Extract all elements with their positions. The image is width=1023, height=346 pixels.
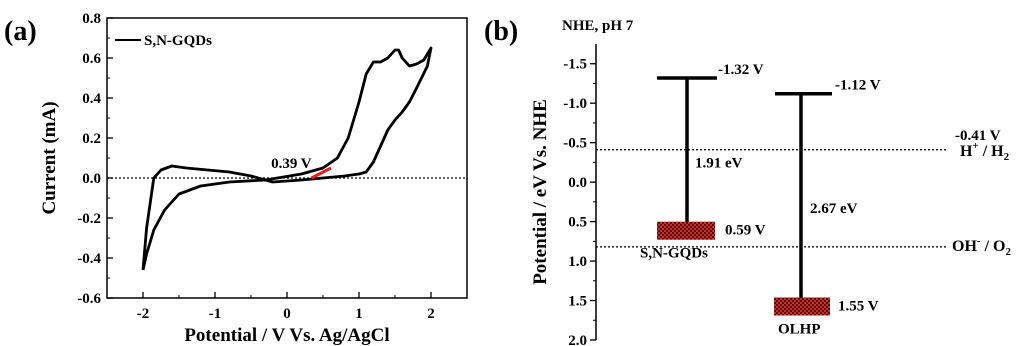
reference-lines: -0.41 V H+ / H2 OH- / O2 (596, 128, 1011, 258)
olhp-name: OLHP (778, 321, 821, 337)
b-y-tick-label: 0.5 (568, 215, 587, 231)
panel-a-label: (a) (4, 16, 37, 47)
a-x-tick-label: 1 (355, 306, 363, 322)
scale-label: NHE, pH 7 (562, 18, 634, 34)
cv-curve (141, 46, 433, 271)
a-y-tick-label: 0.8 (82, 11, 101, 27)
b-y-tick-label: -0.5 (563, 136, 587, 152)
onset-label: 0.39 V (271, 156, 312, 172)
legend-label: S,N-GQDs (144, 33, 212, 49)
material-olhp: -1.12 V 1.55 V 2.67 eV OLHP (774, 78, 881, 337)
a-y-tick-label: 0.2 (82, 131, 101, 147)
b-y-tick-label: -1.0 (563, 96, 587, 112)
onset-tangent-mark (310, 166, 332, 180)
panel-b-label: (b) (484, 16, 518, 47)
b-y-tick-label: -1.5 (563, 57, 587, 73)
sngqds-name: S,N-GQDs (640, 246, 708, 262)
material-sngqds: -1.32 V 0.59 V 1.91 eV S,N-GQDs (640, 62, 766, 262)
b-y-tick-label: 0.0 (568, 175, 587, 191)
a-x-ticks: -2 -1 0 1 2 (137, 292, 435, 322)
olhp-cb-label: -1.12 V (835, 78, 881, 94)
a-y-tick-label: 0.6 (82, 51, 101, 67)
panel-b: (b) NHE, pH 7 -1.5 -1.0 -0.5 0.0 0.5 1.0 1.5 2.… (484, 16, 1011, 346)
a-x-tick-label: 2 (427, 306, 435, 322)
a-x-axis-title: Potential / V Vs. Ag/AgCl (184, 325, 389, 346)
a-x-tick-label: -1 (209, 306, 222, 322)
b-y-tick-label: 1.0 (568, 254, 587, 270)
a-y-ticks: -0.6 -0.4 -0.2 0.0 0.2 0.4 0.6 0.8 (77, 11, 113, 307)
h2-redox-couple: H+ / H2 (960, 140, 1010, 163)
o2-redox-couple: OH- / O2 (952, 235, 1011, 258)
olhp-vb-block (774, 297, 830, 316)
a-y-tick-label: 0.0 (82, 171, 101, 187)
a-y-axis-title: Current (mA) (39, 101, 60, 214)
b-y-tick-label: 2.0 (568, 333, 587, 346)
a-x-tick-label: -2 (137, 306, 150, 322)
b-y-tick-label: 1.5 (568, 294, 587, 310)
a-y-tick-label: -0.6 (77, 291, 101, 307)
a-x-tick-label: 0 (283, 306, 291, 322)
a-y-tick-label: -0.4 (77, 251, 101, 267)
olhp-vb-label: 1.55 V (838, 298, 879, 314)
olhp-gap-label: 2.67 eV (810, 201, 858, 217)
a-y-tick-label: 0.4 (82, 91, 101, 107)
b-y-ticks: -1.5 -1.0 -0.5 0.0 0.5 1.0 1.5 2.0 (563, 57, 596, 346)
h2-reference-value: -0.41 V (955, 128, 1001, 144)
sngqds-cb-label: -1.32 V (718, 62, 764, 78)
a-y-tick-label: -0.2 (77, 211, 101, 227)
sngqds-vb-block (657, 221, 715, 240)
sngqds-gap-label: 1.91 eV (695, 155, 743, 171)
panel-a: (a) -0.6-0.4-0.20.00.20.40.60.8 -2 -1 0 1 2 … (4, 11, 468, 346)
b-y-axis-title: Potential / eV Vs. NHE (530, 99, 551, 285)
sngqds-vb-label: 0.59 V (725, 223, 766, 239)
